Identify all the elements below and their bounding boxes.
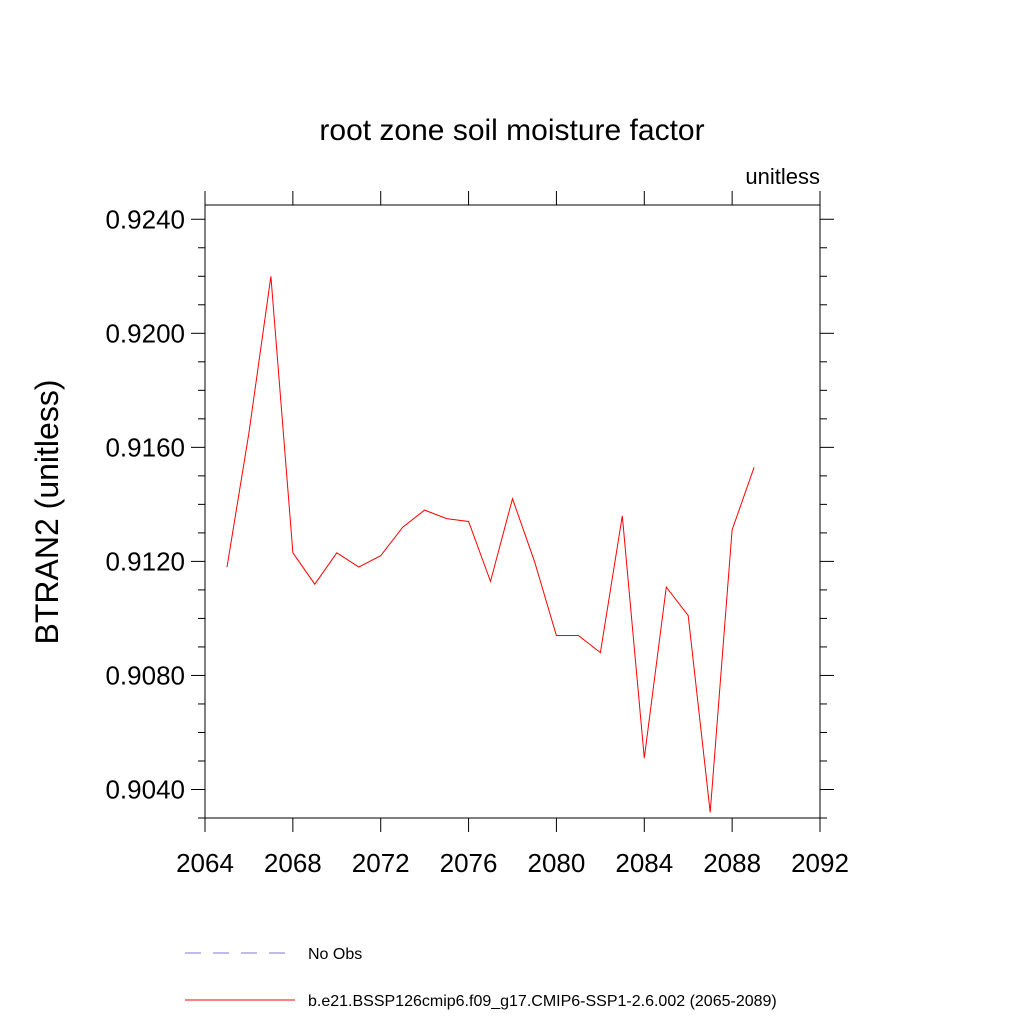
legend: No Obs b.e21.BSSP126cmip6.f09_g17.CMIP6-… xyxy=(185,946,777,1010)
y-tick-label: 0.9040 xyxy=(105,774,185,804)
y-tick-label: 0.9120 xyxy=(105,546,185,576)
y-axis-label: BTRAN2 (unitless) xyxy=(29,380,65,645)
x-tick-label: 2084 xyxy=(615,848,673,878)
y-tick-label: 0.9080 xyxy=(105,660,185,690)
x-tick-label: 2088 xyxy=(703,848,761,878)
series-layer xyxy=(226,276,755,813)
y-axis: 0.9040 0.9080 0.9120 0.9160 0.9200 0.9240 xyxy=(105,204,834,819)
y-tick-label: 0.9200 xyxy=(105,318,185,348)
series-line xyxy=(226,276,755,813)
chart-title: root zone soil moisture factor xyxy=(319,114,704,147)
x-tick-label: 2092 xyxy=(791,848,849,878)
plot-frame xyxy=(204,204,821,819)
x-axis: 2064 2068 2072 2076 2080 2084 2088 2092 xyxy=(176,191,849,878)
units-label: unitless xyxy=(745,164,820,189)
y-tick-label: 0.9160 xyxy=(105,432,185,462)
x-tick-label: 2072 xyxy=(352,848,410,878)
legend-label-model: b.e21.BSSP126cmip6.f09_g17.CMIP6-SSP1-2.… xyxy=(308,993,777,1010)
x-tick-label: 2080 xyxy=(528,848,586,878)
x-tick-label: 2064 xyxy=(176,848,234,878)
y-tick-label: 0.9240 xyxy=(105,204,185,234)
x-tick-label: 2068 xyxy=(264,848,322,878)
x-tick-label: 2076 xyxy=(440,848,498,878)
legend-label-no-obs: No Obs xyxy=(308,946,362,963)
